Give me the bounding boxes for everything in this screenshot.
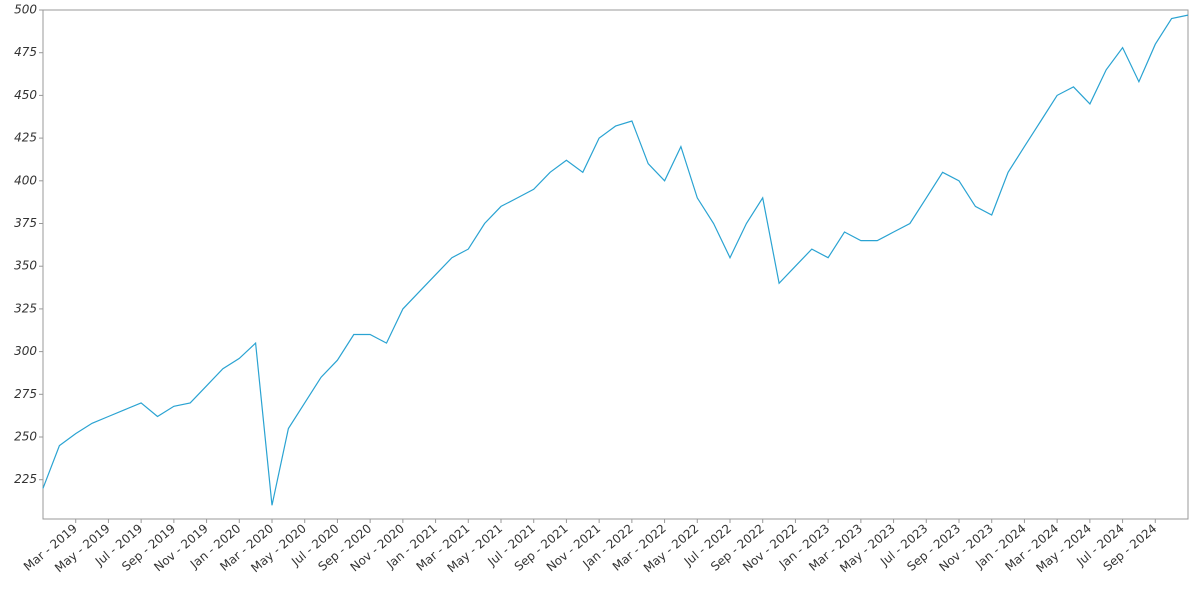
y-tick-label: 300 — [14, 344, 37, 358]
y-tick-label: 425 — [14, 131, 37, 145]
y-tick-label: 475 — [14, 45, 37, 59]
y-tick-label: 450 — [14, 88, 37, 102]
y-tick-label: 225 — [14, 472, 37, 486]
y-tick-label: 375 — [14, 216, 37, 230]
y-tick-label: 500 — [14, 3, 37, 17]
y-tick-label: 325 — [14, 301, 37, 315]
y-tick-label: 275 — [14, 387, 37, 401]
y-tick-label: 400 — [14, 173, 37, 187]
price-line — [42, 14, 1189, 506]
y-tick-label: 350 — [14, 259, 37, 273]
y-tick-label: 250 — [14, 430, 37, 444]
plot-frame — [42, 9, 1189, 520]
